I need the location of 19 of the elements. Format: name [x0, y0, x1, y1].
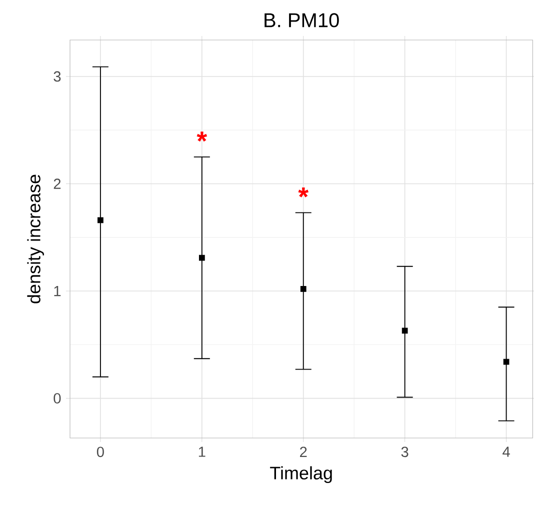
- point: [402, 328, 408, 334]
- point: [300, 286, 306, 292]
- point: [98, 217, 104, 224]
- y-tick-label: 2: [54, 178, 61, 189]
- chart-title: B. PM10: [264, 13, 339, 28]
- x-tick-label: 1: [198, 446, 206, 457]
- x-tick-label: 0: [96, 446, 104, 458]
- x-axis-title: Timelag: [270, 466, 332, 484]
- point: [503, 358, 510, 365]
- y-tick-label: 1: [54, 286, 61, 296]
- annotation: *: [298, 187, 309, 198]
- y-axis-title: density increase: [27, 174, 44, 304]
- x-tick-label: 3: [401, 446, 408, 458]
- point: [198, 254, 205, 261]
- x-tick-label: 4: [502, 446, 510, 457]
- annotation: *: [196, 132, 208, 142]
- y-tick-label: 3: [54, 71, 61, 82]
- y-tick-label: 0: [54, 393, 61, 404]
- x-tick-label: 2: [300, 446, 307, 457]
